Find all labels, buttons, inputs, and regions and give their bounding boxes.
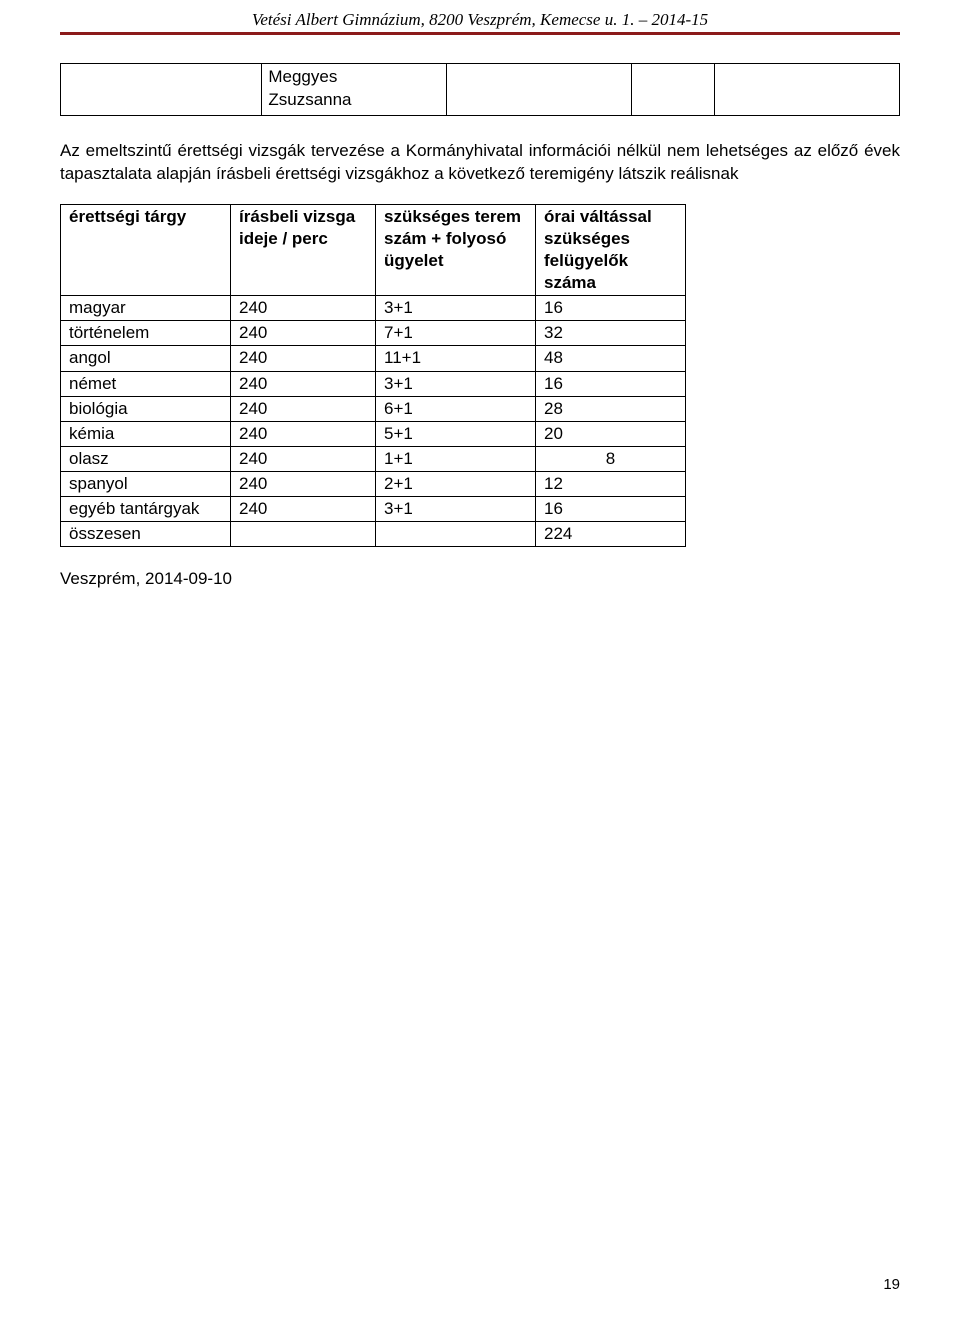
cell-rooms: 11+1: [376, 346, 536, 371]
cell-subject: biológia: [61, 396, 231, 421]
th-duration: írásbeli vizsga ideje / perc: [231, 204, 376, 295]
cell-rooms: 6+1: [376, 396, 536, 421]
cell-rooms: 3+1: [376, 497, 536, 522]
cell-subject: olasz: [61, 446, 231, 471]
header-rule: [60, 32, 900, 35]
page-number: 19: [883, 1276, 900, 1293]
date-line: Veszprém, 2014-09-10: [60, 569, 900, 589]
cell-duration: 240: [231, 471, 376, 496]
page-header: Vetési Albert Gimnázium, 8200 Veszprém, …: [60, 10, 900, 41]
cell-supervisors: 20: [536, 421, 686, 446]
table-row: magyar2403+116: [61, 296, 686, 321]
th-supervisors: órai váltással szükséges felügyelők szám…: [536, 204, 686, 295]
exam-requirements-table: érettségi tárgy írásbeli vizsga ideje / …: [60, 204, 686, 547]
cell-supervisors: 16: [536, 497, 686, 522]
cell-rooms: 5+1: [376, 421, 536, 446]
cell-rooms: 1+1: [376, 446, 536, 471]
table-row: egyéb tantárgyak2403+116: [61, 497, 686, 522]
cell-empty-3: [446, 64, 631, 116]
name-line-2: Zsuzsanna: [268, 90, 351, 109]
cell-supervisors: 28: [536, 396, 686, 421]
cell-total-duration: [231, 522, 376, 547]
cell-subject: német: [61, 371, 231, 396]
table-header-row: érettségi tárgy írásbeli vizsga ideje / …: [61, 204, 686, 295]
cell-rooms: 7+1: [376, 321, 536, 346]
table-row: történelem2407+132: [61, 321, 686, 346]
table-row: német2403+116: [61, 371, 686, 396]
table-row: olasz2401+18: [61, 446, 686, 471]
cell-duration: 240: [231, 396, 376, 421]
cell-rooms: 3+1: [376, 296, 536, 321]
cell-duration: 240: [231, 321, 376, 346]
header-title: Vetési Albert Gimnázium, 8200 Veszprém, …: [252, 10, 708, 29]
cell-rooms: 3+1: [376, 371, 536, 396]
cell-subject: angol: [61, 346, 231, 371]
cell-supervisors: 48: [536, 346, 686, 371]
cell-empty-5: [715, 64, 900, 116]
cell-duration: 240: [231, 346, 376, 371]
table-row: biológia2406+128: [61, 396, 686, 421]
cell-subject: kémia: [61, 421, 231, 446]
cell-duration: 240: [231, 421, 376, 446]
cell-duration: 240: [231, 446, 376, 471]
cell-duration: 240: [231, 371, 376, 396]
cell-supervisors: 32: [536, 321, 686, 346]
exam-table-body: magyar2403+116történelem2407+132angol240…: [61, 296, 686, 547]
cell-subject: magyar: [61, 296, 231, 321]
cell-total-supervisors: 224: [536, 522, 686, 547]
th-rooms: szükséges terem szám + folyosó ügyelet: [376, 204, 536, 295]
cell-subject: történelem: [61, 321, 231, 346]
cell-supervisors: 16: [536, 371, 686, 396]
cell-supervisors: 12: [536, 471, 686, 496]
cell-total-rooms: [376, 522, 536, 547]
table-row: spanyol2402+112: [61, 471, 686, 496]
table-row: kémia2405+120: [61, 421, 686, 446]
cell-rooms: 2+1: [376, 471, 536, 496]
cell-subject: spanyol: [61, 471, 231, 496]
cell-name: Meggyes Zsuzsanna: [262, 64, 447, 116]
cell-total-label: összesen: [61, 522, 231, 547]
intro-paragraph: Az emeltszintű érettségi vizsgák tervezé…: [60, 140, 900, 186]
table-total-row: összesen 224: [61, 522, 686, 547]
cell-empty-4: [631, 64, 715, 116]
cell-supervisors: 8: [536, 446, 686, 471]
cell-duration: 240: [231, 497, 376, 522]
th-subject: érettségi tárgy: [61, 204, 231, 295]
table-row: Meggyes Zsuzsanna: [61, 64, 900, 116]
name-line-1: Meggyes: [268, 67, 337, 86]
cell-subject: egyéb tantárgyak: [61, 497, 231, 522]
table-row: angol24011+148: [61, 346, 686, 371]
cell-supervisors: 16: [536, 296, 686, 321]
name-row-table: Meggyes Zsuzsanna: [60, 63, 900, 116]
cell-empty-1: [61, 64, 262, 116]
cell-duration: 240: [231, 296, 376, 321]
